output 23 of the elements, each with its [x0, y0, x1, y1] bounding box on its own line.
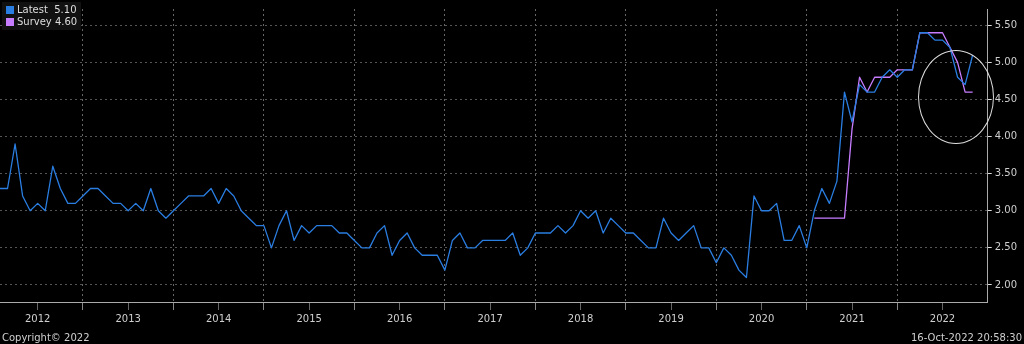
x-tick-label: 2022	[929, 312, 956, 324]
x-tick-label: 2014	[205, 312, 232, 324]
legend-label: Latest 5.10	[17, 4, 77, 16]
x-tick-label: 2017	[477, 312, 503, 324]
y-tick-label: 3.50	[994, 167, 1017, 179]
text: 16-Oct-2022 20:58:30	[910, 332, 1022, 343]
legend-label: Survey 4.60	[17, 16, 78, 28]
x-tick-label: 2012	[24, 312, 51, 324]
x-tick-label: 2021	[839, 312, 865, 324]
x-tick-label: 2018	[567, 312, 594, 324]
x-tick-label: 2015	[296, 312, 322, 324]
x-tick-label: 2013	[115, 312, 141, 324]
y-tick-label: 3.00	[994, 204, 1017, 216]
y-tick-label: 4.50	[994, 93, 1017, 105]
x-tick-label: 2019	[658, 312, 684, 324]
y-tick-label: 4.00	[994, 130, 1017, 142]
y-tick-label: 5.50	[994, 18, 1017, 30]
y-tick-label: 5.00	[994, 56, 1017, 67]
text: Copyright© 2022	[2, 332, 90, 343]
x-tick-label: 2016	[386, 312, 413, 324]
y-tick-label: 2.50	[994, 241, 1017, 253]
y-tick-label: 2.00	[994, 278, 1017, 290]
x-tick-label: 2020	[748, 312, 775, 324]
